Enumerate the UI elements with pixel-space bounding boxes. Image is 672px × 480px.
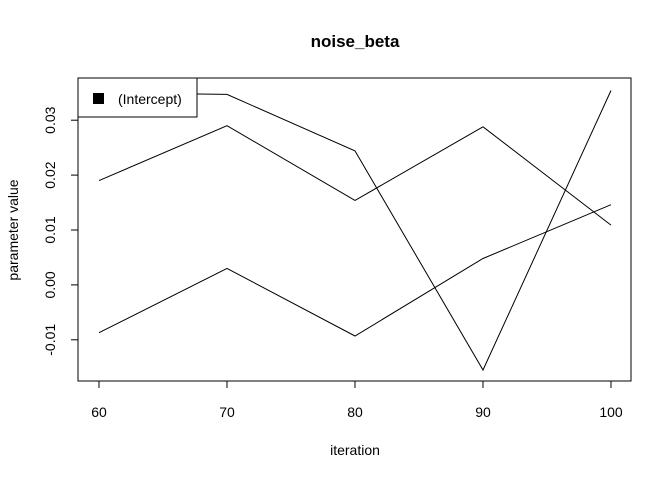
x-tick-label: 70 [219, 404, 235, 420]
y-tick-label: 0.00 [42, 271, 58, 298]
legend-swatch [93, 93, 104, 104]
series-line-2 [98, 125, 612, 226]
x-tick-label: 80 [347, 404, 363, 420]
x-tick-label: 100 [599, 404, 623, 420]
y-tick-label: 0.01 [42, 216, 58, 243]
legend: (Intercept) [77, 77, 198, 118]
x-tick-label: 90 [475, 404, 491, 420]
x-tick-label: 60 [91, 404, 107, 420]
y-tick-label: 0.03 [42, 106, 58, 133]
y-tick-label: -0.01 [42, 324, 58, 356]
legend-label: (Intercept) [118, 91, 182, 107]
x-axis-label: iteration [330, 442, 380, 458]
series-line-1 [98, 90, 612, 372]
series-layer [98, 90, 612, 372]
y-tick-label: 0.02 [42, 161, 58, 188]
y-axis: -0.01 0.00 0.01 0.02 0.03 [42, 106, 79, 356]
series-line-3 [98, 204, 612, 337]
y-axis-label: parameter value [5, 179, 21, 280]
chart-title: noise_beta [311, 32, 400, 51]
x-axis: 60 70 80 90 100 [91, 380, 623, 420]
